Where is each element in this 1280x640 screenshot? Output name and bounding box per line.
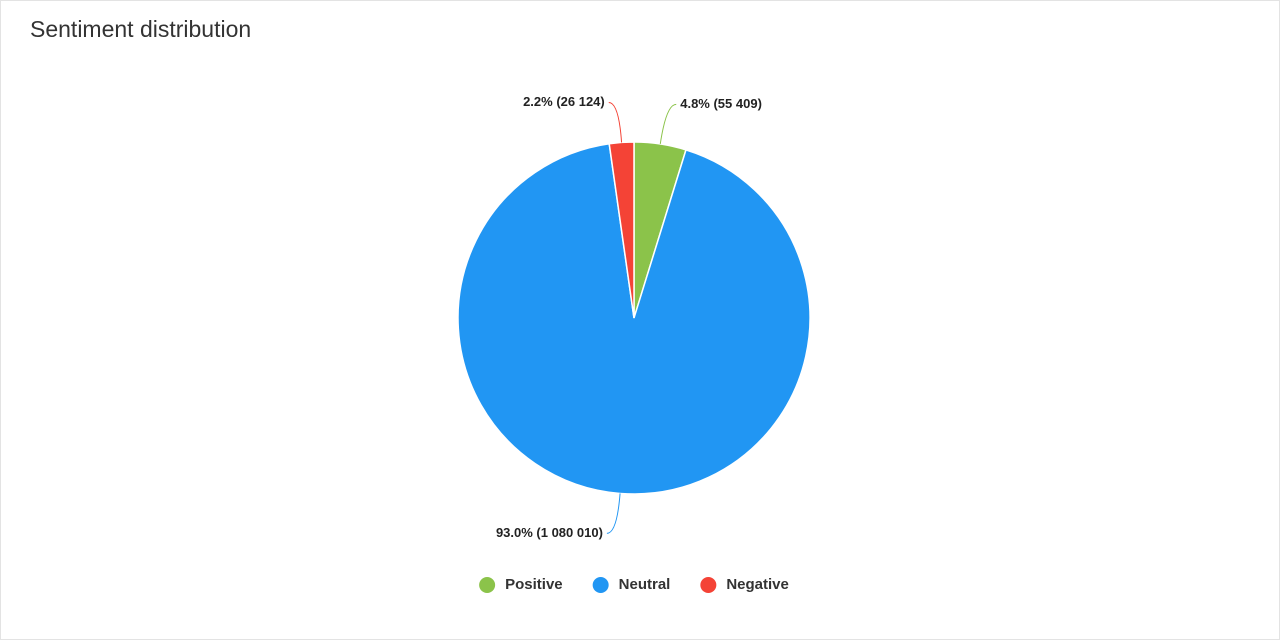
leader-line [606, 493, 621, 534]
value-label: 4.8% (55 409) [680, 96, 762, 111]
leader-line [608, 102, 623, 143]
legend-label: Negative [726, 576, 789, 593]
chart-title: Sentiment distribution [30, 16, 251, 42]
value-label: 93.0% (1 080 010) [496, 525, 603, 540]
pie-slice [457, 142, 811, 495]
legend-marker [592, 577, 609, 593]
legend-label: Positive [505, 576, 563, 593]
leader-line [659, 103, 677, 145]
legend-marker [700, 577, 717, 593]
legend-label: Neutral [619, 576, 671, 593]
value-label: 2.2% (26 124) [523, 94, 605, 109]
legend-marker [479, 577, 496, 593]
